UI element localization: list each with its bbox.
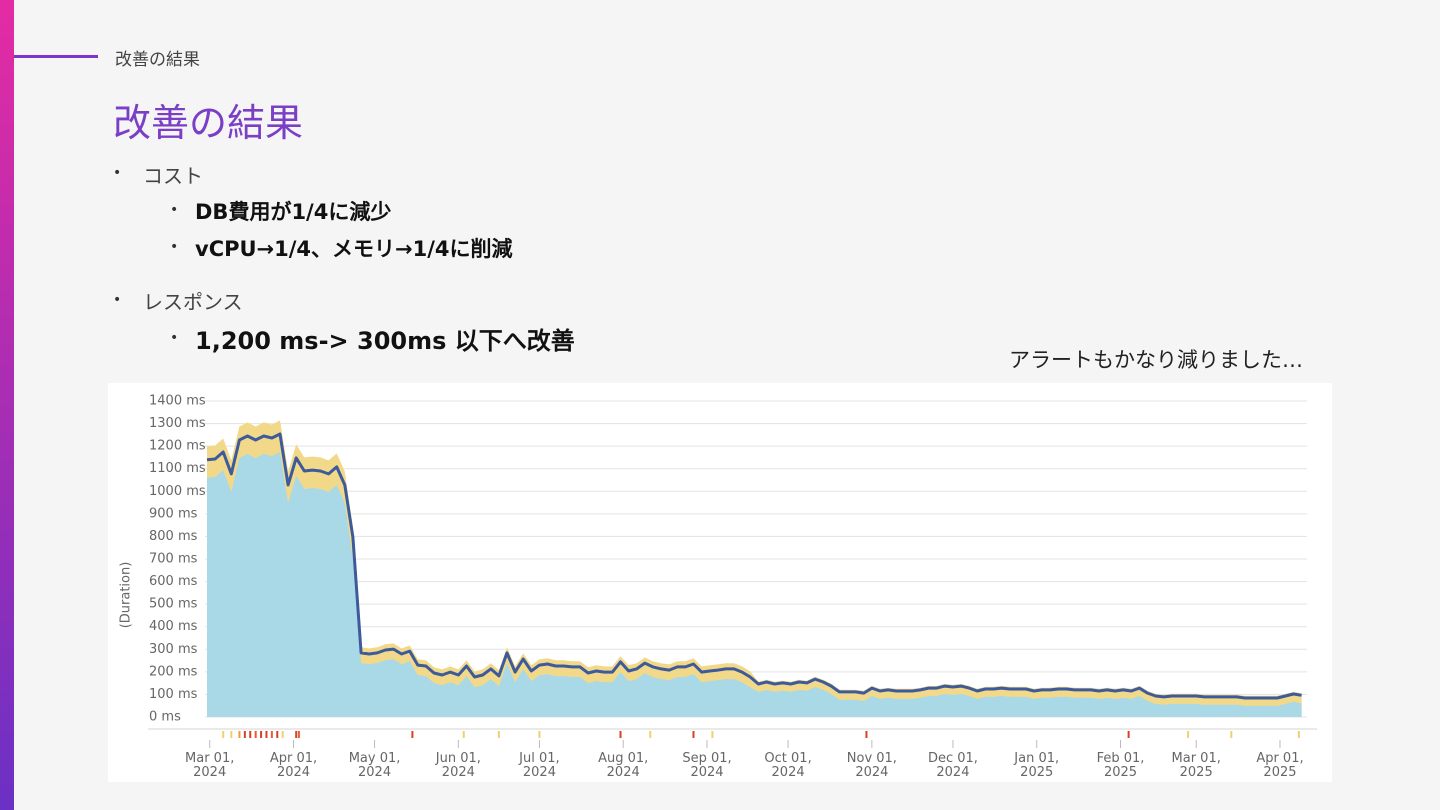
alert-marker bbox=[497, 731, 500, 738]
y-tick-label: 1100 ms bbox=[149, 461, 206, 476]
alert-marker bbox=[243, 731, 246, 738]
y-tick-label: 400 ms bbox=[149, 619, 198, 634]
y-tick-label: 900 ms bbox=[149, 506, 198, 521]
x-tick-label: Aug 01, 2024 bbox=[598, 751, 649, 780]
x-tick-label: Jun 01, 2024 bbox=[435, 751, 481, 780]
y-tick-label: 600 ms bbox=[149, 574, 198, 589]
sub-bullet: 1,200 ms-> 300ms 以下へ改善 bbox=[195, 327, 575, 355]
section-label: 改善の結果 bbox=[115, 50, 200, 70]
y-tick-label: 0 ms bbox=[149, 710, 181, 725]
x-tick-label: Apr 01, 2024 bbox=[269, 751, 318, 780]
alert-marker bbox=[230, 731, 233, 738]
bullet: レスポンス bbox=[143, 290, 243, 314]
alert-marker bbox=[619, 731, 622, 738]
alert-marker bbox=[1230, 731, 1233, 738]
alert-marker bbox=[281, 731, 284, 738]
alert-marker bbox=[462, 731, 465, 738]
x-tick-label: Apr 01, 2025 bbox=[1256, 751, 1304, 780]
y-tick-label: 700 ms bbox=[149, 552, 198, 567]
y-tick-label: 1400 ms bbox=[149, 394, 206, 409]
line bbox=[206, 432, 1302, 700]
bullet-dot: • bbox=[113, 165, 122, 181]
alert-marker bbox=[295, 731, 298, 738]
alert-marker bbox=[297, 731, 300, 738]
x-tick-label: May 01, 2024 bbox=[348, 751, 401, 780]
alert-marker bbox=[538, 731, 541, 738]
sub-bullet: vCPU→1/4、メモリ→1/4に削減 bbox=[195, 237, 513, 261]
alert-marker bbox=[270, 731, 273, 738]
area bbox=[207, 452, 1302, 717]
alert-marker bbox=[254, 731, 257, 738]
x-tick-label: Mar 01, 2025 bbox=[1171, 751, 1221, 780]
chart: (Duration) 0 ms 100 ms 200 ms 300 ms 400 ms 5… bbox=[119, 394, 1317, 748]
y-tick-label: 500 ms bbox=[149, 597, 198, 612]
alert-marker bbox=[411, 731, 414, 738]
bullet-dot: • bbox=[170, 239, 179, 255]
alert-marker bbox=[692, 731, 695, 738]
bullet: コスト bbox=[143, 164, 203, 188]
alert-marker bbox=[711, 731, 714, 738]
y-tick-label: 1000 ms bbox=[149, 484, 206, 499]
alert-marker bbox=[238, 731, 241, 738]
bullet-dot: • bbox=[170, 202, 179, 218]
x-tick-label: Nov 01, 2024 bbox=[846, 751, 897, 780]
alert-marker bbox=[1127, 731, 1130, 738]
y-tick-label: 1200 ms bbox=[149, 439, 206, 454]
y-tick-label: 300 ms bbox=[149, 642, 198, 657]
alert-marker bbox=[222, 731, 225, 738]
x-tick-label: Mar 01, 2024 bbox=[185, 751, 235, 780]
note: アラートもかなり減りました… bbox=[1009, 348, 1303, 372]
y-tick-label: 1300 ms bbox=[149, 416, 206, 431]
accent-bar bbox=[0, 0, 14, 810]
y-tick-label: 100 ms bbox=[149, 687, 198, 702]
x-tick-label: Sep 01, 2024 bbox=[682, 751, 732, 780]
alert-marker bbox=[276, 731, 279, 738]
bullet-dot: • bbox=[170, 330, 179, 346]
alert-marker bbox=[1297, 731, 1300, 738]
bullet-dot: • bbox=[113, 292, 122, 308]
y-tick-label: 200 ms bbox=[149, 664, 198, 679]
x-tick-label: Oct 01, 2024 bbox=[764, 751, 812, 780]
x-tick-label: Feb 01, 2025 bbox=[1096, 751, 1145, 780]
alert-marker bbox=[1187, 731, 1190, 738]
sub-bullet: DB費用が1/4に減少 bbox=[195, 200, 392, 224]
accent-rule bbox=[14, 55, 98, 58]
chart-panel: (Duration) 0 ms 100 ms 200 ms 300 ms 400 ms 5… bbox=[108, 383, 1332, 782]
alert-marker bbox=[865, 731, 868, 738]
alert-marker bbox=[265, 731, 268, 738]
x-tick-label: Dec 01, 2024 bbox=[927, 751, 978, 780]
alert-marker bbox=[649, 731, 652, 738]
alert-marker bbox=[249, 731, 252, 738]
y-tick-label: 800 ms bbox=[149, 529, 198, 544]
x-tick-label: Jan 01, 2025 bbox=[1014, 751, 1060, 780]
slide-title: 改善の結果 bbox=[113, 101, 304, 145]
y-axis-label: (Duration) bbox=[119, 562, 134, 629]
alert-marker bbox=[260, 731, 263, 738]
x-tick-label: Jul 01, 2024 bbox=[519, 751, 560, 780]
